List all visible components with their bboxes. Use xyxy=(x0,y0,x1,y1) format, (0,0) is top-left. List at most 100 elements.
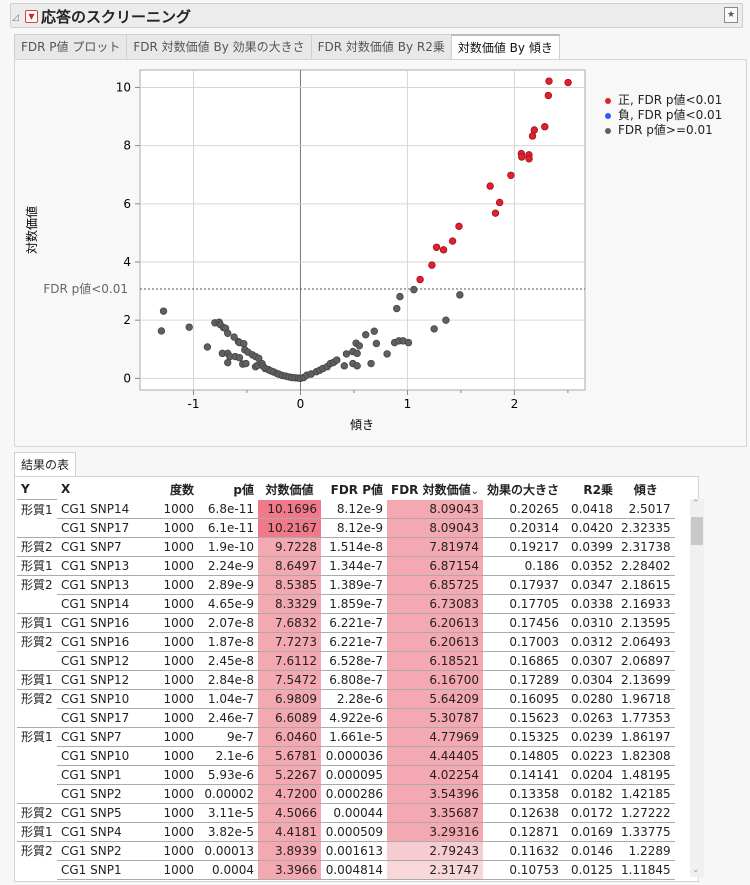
col-effect-size[interactable]: 効果の大きさ xyxy=(486,482,559,497)
table-row[interactable]: 形質1 CG1 SNP12 1000 2.84e-8 7.5472 6.808e-7 6.1… xyxy=(17,669,675,690)
table-row[interactable]: 形質2 CG1 SNP16 1000 1.87e-8 7.7273 6.221e-7 6.2… xyxy=(17,631,675,652)
table-row[interactable]: 形質1 CG1 SNP14 1000 6.8e-11 10.1696 8.12e-9 8.0… xyxy=(17,499,675,519)
data-point[interactable] xyxy=(564,78,572,87)
table-row[interactable]: 形質2 CG1 SNP5 1000 3.11e-5 4.5066 0.00044 3.356… xyxy=(17,802,675,823)
tab-fdr-pvalue-plot[interactable]: FDR P値 プロット xyxy=(14,34,128,59)
data-point[interactable] xyxy=(530,126,539,134)
data-point[interactable] xyxy=(455,222,463,231)
data-point[interactable] xyxy=(507,171,515,179)
table-row[interactable]: 形質1 CG1 SNP16 1000 2.07e-8 7.6832 6.221e-7 6.2… xyxy=(17,612,675,633)
data-point[interactable] xyxy=(159,307,168,315)
table-row[interactable]: CG1 SNP10 1000 2.1e-6 5.6781 0.000036 4.44405… xyxy=(17,746,675,766)
data-point[interactable] xyxy=(404,338,413,347)
table-row[interactable]: 形質1 CG1 SNP13 1000 2.24e-9 8.6497 1.344e-7 6.8… xyxy=(17,555,675,576)
data-point[interactable] xyxy=(372,339,381,348)
data-point[interactable] xyxy=(544,91,553,100)
col-r2[interactable]: R2乗 xyxy=(583,482,613,497)
data-point[interactable] xyxy=(240,340,248,348)
data-point[interactable] xyxy=(362,331,370,339)
col-pvalue[interactable]: p値 xyxy=(233,482,254,497)
tab-logworth-by-slope[interactable]: 対数価値 By 傾き xyxy=(450,34,560,61)
data-point[interactable] xyxy=(448,237,457,245)
tab-fdr-logworth-by-effect[interactable]: FDR 対数価値 By 効果の大きさ xyxy=(126,34,312,59)
col-fdr-logworth[interactable]: FDR 対数価値⌄ xyxy=(387,479,483,500)
table-row[interactable]: CG1 SNP2 1000 0.00002 4.7200 0.000286 3.54396… xyxy=(17,784,675,804)
data-point[interactable] xyxy=(340,362,349,370)
data-point[interactable] xyxy=(393,304,401,313)
scroll-down-icon[interactable]: ⌄ xyxy=(692,865,700,875)
table-row[interactable]: CG1 SNP1 1000 5.93e-6 5.2267 0.000095 4.02254… xyxy=(17,765,675,785)
data-point[interactable] xyxy=(518,153,526,161)
table-row[interactable]: 形質2 CG1 SNP7 1000 1.9e-10 9.7228 1.514e-8 7.81… xyxy=(17,536,675,557)
data-point[interactable] xyxy=(383,350,391,358)
table-row[interactable]: CG1 SNP17 1000 2.46e-7 6.6089 4.922e-6 5.3078… xyxy=(17,708,675,728)
data-point[interactable] xyxy=(432,243,441,251)
data-point[interactable] xyxy=(439,246,448,254)
col-logworth[interactable]: 対数価値 xyxy=(265,482,314,497)
legend-item-positive[interactable]: 正, FDR p値<0.01 xyxy=(605,93,722,108)
cell-fdr-logworth: 5.64209 xyxy=(387,689,483,709)
col-y[interactable]: Y xyxy=(21,482,30,496)
col-count[interactable]: 度数 xyxy=(169,482,194,497)
cell-x: CG1 SNP7 xyxy=(57,537,145,557)
pin-icon[interactable]: ★ xyxy=(724,7,738,23)
data-point[interactable] xyxy=(416,275,424,284)
cell-effect-size: 0.19217 xyxy=(482,537,563,557)
legend: 正, FDR p値<0.01 負, FDR p値<0.01 FDR p値>=0.… xyxy=(605,93,722,138)
data-point[interactable] xyxy=(367,359,375,368)
table-row[interactable]: 形質2 CG1 SNP10 1000 1.04e-7 6.9809 2.28e-6 5.64… xyxy=(17,688,675,709)
data-point[interactable] xyxy=(355,342,363,350)
data-point[interactable] xyxy=(491,209,500,217)
cell-slope: 2.5017 xyxy=(616,499,675,519)
col-x[interactable]: X xyxy=(61,482,71,497)
table-row[interactable]: CG1 SNP1 1000 0.0004 3.3966 0.004814 2.31747 0… xyxy=(17,860,675,880)
data-point[interactable] xyxy=(528,132,537,140)
tab-fdr-logworth-by-r2[interactable]: FDR 対数価値 By R2乗 xyxy=(310,34,452,59)
data-point[interactable] xyxy=(486,182,494,190)
legend-item-negative[interactable]: 負, FDR p値<0.01 xyxy=(605,108,722,123)
data-point[interactable] xyxy=(353,362,361,370)
data-point[interactable] xyxy=(545,77,553,85)
table-row[interactable]: 形質2 CG1 SNP2 1000 0.00013 3.8939 0.001613 2.79… xyxy=(17,840,675,861)
cell-fdr-pvalue: 0.000509 xyxy=(321,822,387,842)
data-point[interactable] xyxy=(430,325,438,333)
data-point[interactable] xyxy=(242,359,250,368)
cell-r2: 0.0172 xyxy=(562,803,617,823)
data-point[interactable] xyxy=(353,349,361,358)
table-row[interactable]: 形質2 CG1 SNP13 1000 2.89e-9 8.5385 1.389e-7 6.8… xyxy=(17,574,675,595)
red-triangle-menu-icon[interactable]: ▼ xyxy=(25,10,38,23)
data-point[interactable] xyxy=(495,198,504,207)
data-point[interactable] xyxy=(203,343,212,351)
data-point[interactable] xyxy=(333,356,341,364)
data-point[interactable] xyxy=(442,316,450,324)
data-point[interactable] xyxy=(255,354,263,362)
table-row[interactable]: CG1 SNP17 1000 6.1e-11 10.2167 8.12e-9 8.0904… xyxy=(17,518,675,538)
data-point[interactable] xyxy=(410,285,418,294)
legend-item-nonsignificant[interactable]: FDR p値>=0.01 xyxy=(605,123,722,138)
table-row[interactable]: CG1 SNP12 1000 2.45e-8 7.6112 6.528e-7 6.1852… xyxy=(17,651,675,671)
data-point[interactable] xyxy=(224,329,232,337)
data-point[interactable] xyxy=(541,123,549,131)
data-point[interactable] xyxy=(185,323,193,331)
results-table-tab[interactable]: 結果の表 xyxy=(14,452,77,477)
data-point[interactable] xyxy=(224,358,232,367)
screening-outline-header[interactable]: ◿ ▼ 応答のスクリーニング ★ xyxy=(10,3,743,28)
collapse-triangle-icon[interactable]: ◿ xyxy=(12,13,19,23)
col-slope[interactable]: 傾き xyxy=(633,482,658,497)
table-row[interactable]: 形質1 CG1 SNP7 1000 9e-7 6.0460 1.661e-5 4.77969… xyxy=(17,726,675,747)
vertical-scrollbar[interactable] xyxy=(690,499,704,877)
scrollbar-thumb[interactable] xyxy=(691,517,703,545)
data-point[interactable] xyxy=(428,261,436,269)
table-row[interactable]: 形質1 CG1 SNP4 1000 3.82e-5 4.4181 0.000509 3.29… xyxy=(17,821,675,842)
data-point[interactable] xyxy=(396,292,404,301)
data-point[interactable] xyxy=(230,333,238,341)
data-point[interactable] xyxy=(157,327,166,335)
scroll-up-icon[interactable]: ⌃ xyxy=(692,499,700,509)
data-point[interactable] xyxy=(456,291,464,299)
data-point[interactable] xyxy=(342,350,351,358)
table-row[interactable]: CG1 SNP14 1000 4.65e-9 8.3329 1.859e-7 6.7308… xyxy=(17,594,675,614)
col-fdr-pvalue[interactable]: FDR P値 xyxy=(330,482,383,497)
data-point[interactable] xyxy=(525,155,533,163)
data-point[interactable] xyxy=(370,327,378,335)
data-point[interactable] xyxy=(235,354,244,362)
